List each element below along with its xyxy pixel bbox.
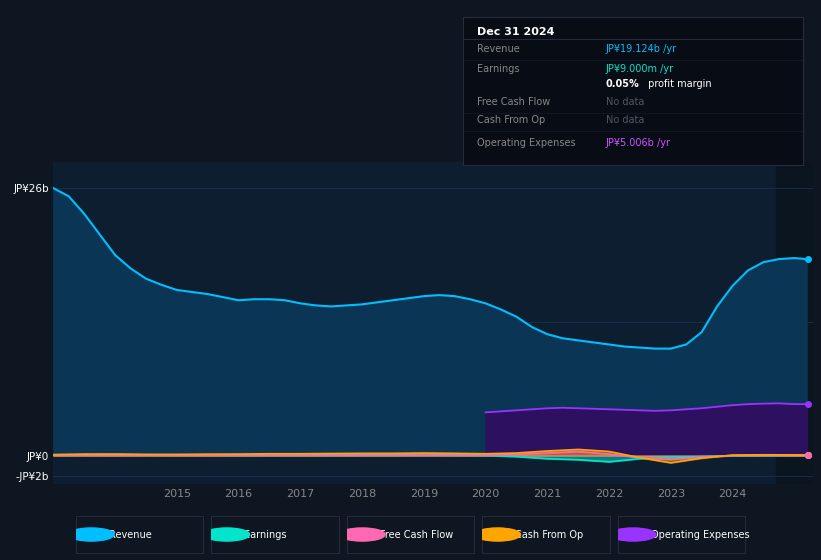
Text: Free Cash Flow: Free Cash Flow	[380, 530, 453, 539]
Text: Cash From Op: Cash From Op	[477, 115, 545, 125]
Text: profit margin: profit margin	[644, 79, 712, 89]
Circle shape	[475, 528, 521, 541]
Bar	[776, 162, 813, 484]
Circle shape	[68, 528, 114, 541]
Text: Revenue: Revenue	[477, 44, 520, 54]
Text: Earnings: Earnings	[245, 530, 287, 539]
Text: Earnings: Earnings	[477, 64, 519, 74]
Circle shape	[339, 528, 385, 541]
Text: Cash From Op: Cash From Op	[516, 530, 584, 539]
Circle shape	[204, 528, 250, 541]
Text: Free Cash Flow: Free Cash Flow	[477, 97, 550, 107]
Text: Revenue: Revenue	[109, 530, 152, 539]
Text: No data: No data	[606, 115, 644, 125]
Circle shape	[610, 528, 656, 541]
Text: Operating Expenses: Operating Expenses	[651, 530, 750, 539]
Text: JP¥5.006b /yr: JP¥5.006b /yr	[606, 138, 671, 148]
Text: Dec 31 2024: Dec 31 2024	[477, 27, 554, 37]
Text: JP¥9.000m /yr: JP¥9.000m /yr	[606, 64, 674, 74]
Text: No data: No data	[606, 97, 644, 107]
Text: 0.05%: 0.05%	[606, 79, 640, 89]
Text: JP¥19.124b /yr: JP¥19.124b /yr	[606, 44, 677, 54]
Text: Operating Expenses: Operating Expenses	[477, 138, 576, 148]
